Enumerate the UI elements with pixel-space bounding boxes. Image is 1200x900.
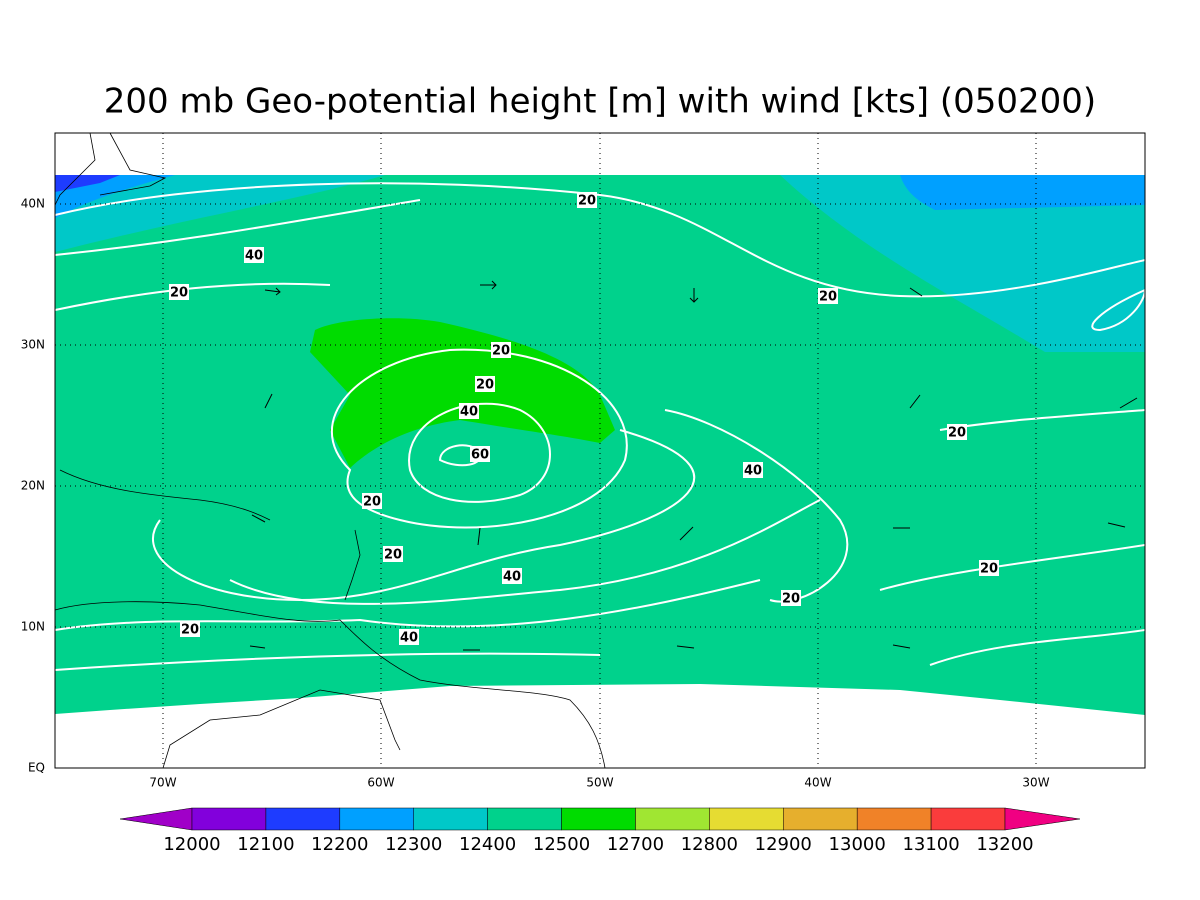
colorbar-box xyxy=(487,807,562,831)
colorbar-box xyxy=(191,807,267,831)
contour-label-bg xyxy=(947,424,967,440)
lon-label: 30W xyxy=(1022,776,1049,790)
fill-12200 xyxy=(900,175,1145,210)
colorbar-arrow-right xyxy=(1004,807,1081,831)
contour-label: 20 xyxy=(363,495,381,510)
contour-label: 20 xyxy=(782,592,800,607)
map-frame xyxy=(54,132,1146,769)
wind-isotachs xyxy=(54,182,1146,671)
contour-label-bg xyxy=(475,376,495,392)
contour-label: 40 xyxy=(503,570,521,585)
contour-label: 20 xyxy=(170,286,188,301)
colorbar-box xyxy=(561,807,636,831)
contour-label-bg xyxy=(399,629,419,645)
fill-12500 xyxy=(310,318,615,468)
lat-label: EQ xyxy=(28,761,45,775)
contour-label: 40 xyxy=(744,464,762,479)
colorbar-box xyxy=(339,807,414,831)
contour-label: 20 xyxy=(948,426,966,441)
title: 200 mb Geo-potential height [m] with win… xyxy=(104,82,1096,122)
contour-label: 20 xyxy=(819,290,837,305)
fill-12300 xyxy=(55,175,385,252)
colorbar-arrow-left xyxy=(119,807,193,831)
contour-label-bg xyxy=(383,546,403,562)
lon-label: 60W xyxy=(367,776,394,790)
contour-label-bg xyxy=(169,284,189,300)
contour-label: 40 xyxy=(460,405,478,420)
contour-label-bg xyxy=(491,342,511,358)
colorbar-label: 12200 xyxy=(311,834,368,855)
contour-label-bg xyxy=(577,192,597,208)
wind-arrows xyxy=(249,280,1138,651)
colorbar-label: 12000 xyxy=(163,834,220,855)
contour-label: 40 xyxy=(245,249,263,264)
contour-label: 20 xyxy=(492,344,510,359)
lat-label: 20N xyxy=(21,479,45,493)
contour-label-bg xyxy=(743,462,763,478)
colorbar-label: 12700 xyxy=(607,834,664,855)
contour-label-bg xyxy=(818,288,838,304)
colorbar-label: 12100 xyxy=(237,834,294,855)
fill-12300 xyxy=(780,175,1145,352)
colorbar-box xyxy=(413,807,488,831)
colorbar-box xyxy=(783,807,858,831)
contour-label: 20 xyxy=(384,548,402,563)
contour-label-bg xyxy=(180,621,200,637)
colorbar-label: 12500 xyxy=(533,834,590,855)
contour-label: 20 xyxy=(578,194,596,209)
colorbar-box xyxy=(635,807,710,831)
contour-label-bg xyxy=(362,493,382,509)
map: 20 40 20 20 20 20 40 60 40 20 20 20 40 20 20 20 40 xyxy=(54,132,1146,769)
contour-label-bg xyxy=(979,560,999,576)
lat-label: 40N xyxy=(21,197,45,211)
coastlines xyxy=(54,132,606,769)
colorbar-label: 12900 xyxy=(755,834,812,855)
fill-12100 xyxy=(55,175,120,192)
contour-label: 40 xyxy=(400,631,418,646)
contour-label: 20 xyxy=(181,623,199,638)
contour-label-bg xyxy=(502,568,522,584)
colorbar-box xyxy=(709,807,784,831)
contour-label-bg xyxy=(470,446,490,462)
colorbar-box xyxy=(930,807,1006,831)
lon-label: 50W xyxy=(586,776,613,790)
contour-label-bg xyxy=(459,403,479,419)
contour-label: 20 xyxy=(476,378,494,393)
lat-label: 30N xyxy=(21,338,45,352)
colorbar-label: 13100 xyxy=(902,834,959,855)
colorbar-label: 13000 xyxy=(829,834,886,855)
colorbar-label: 12300 xyxy=(385,834,442,855)
colorbar-label: 12400 xyxy=(459,834,516,855)
lat-label: 10N xyxy=(21,620,45,634)
contour-label: 20 xyxy=(980,562,998,577)
lon-label: 70W xyxy=(149,776,176,790)
fill-none xyxy=(55,684,1145,768)
contour-label: 60 xyxy=(471,448,489,463)
colorbar-label: 13200 xyxy=(976,834,1033,855)
contour-label-bg xyxy=(781,590,801,606)
contour-label-bg xyxy=(244,247,264,263)
lon-label: 40W xyxy=(804,776,831,790)
colorbar-label: 12800 xyxy=(681,834,738,855)
colorbar-box xyxy=(265,807,341,831)
colorbar-box xyxy=(856,807,932,831)
